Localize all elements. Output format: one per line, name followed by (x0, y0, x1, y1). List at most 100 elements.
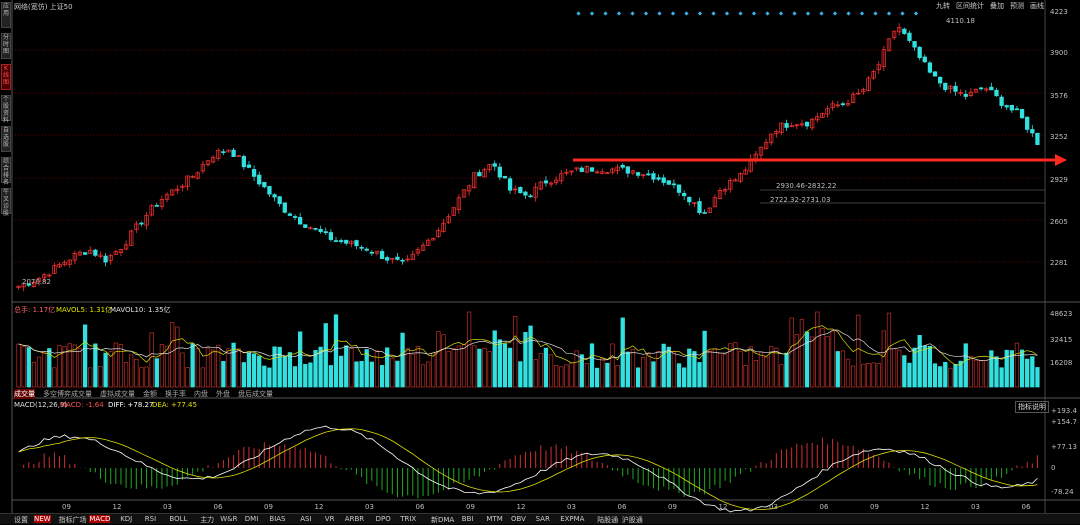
candle-body (385, 257, 390, 261)
bottom-item-11[interactable]: ASI (300, 515, 312, 523)
volume-tab-0[interactable]: 成交量 (14, 389, 35, 399)
bottom-item-9[interactable]: DMI (244, 515, 259, 523)
volume-tab-4[interactable]: 换手率 (165, 390, 186, 398)
volume-tab-2[interactable]: 虚拟成交量 (100, 390, 135, 398)
candle-body (472, 172, 477, 189)
candle-body (717, 189, 723, 200)
volume-bar (57, 345, 62, 388)
volume-bar (646, 353, 651, 388)
bottom-item-6[interactable]: BOLL (169, 515, 188, 523)
volume-bar (231, 342, 236, 388)
candle-body (303, 224, 308, 228)
candle-body (164, 194, 170, 200)
volume-tab-1[interactable]: 多空博弈成交量 (43, 390, 92, 398)
volume-bar (533, 359, 538, 388)
bottom-item-5[interactable]: RSI (144, 515, 157, 523)
volume-bar (88, 367, 93, 388)
candle-body (702, 212, 707, 214)
volume-bar (400, 332, 405, 388)
candle-body (866, 77, 871, 91)
signal-diamond (792, 11, 797, 16)
volume-bar (308, 362, 313, 388)
bottom-item-7[interactable]: 主力 (200, 516, 215, 524)
candle-body (891, 30, 897, 39)
bottom-item-18[interactable]: MTM (486, 515, 503, 523)
volume-bar (712, 348, 718, 388)
candle-body (420, 244, 426, 251)
candle-body (758, 146, 764, 156)
candle-body (774, 130, 779, 134)
rail-button-1[interactable]: 分时图 (1, 33, 11, 59)
candle-body (31, 282, 37, 287)
rail-button-4[interactable]: 自选股 (1, 126, 11, 152)
candle-body (466, 185, 472, 192)
volume-bar (277, 346, 282, 388)
bottom-item-20[interactable]: SAR (535, 515, 550, 523)
time-axis-label: 03 (769, 503, 778, 511)
bottom-item-23[interactable]: 沪股通 (621, 516, 643, 524)
candle-body (513, 188, 518, 191)
volume-bar (528, 325, 533, 388)
macd-axis-label: -78.24 (1051, 488, 1074, 496)
bottom-item-21[interactable]: EXPMA (560, 515, 585, 523)
candle-body (661, 177, 666, 183)
volume-bar (226, 348, 231, 388)
bottom-item-0[interactable]: 设置 (14, 516, 28, 524)
macd-legend-macd: MACD: -1.64 (60, 401, 104, 409)
volume-bar (845, 358, 851, 388)
candle-body (170, 189, 175, 196)
candle-body (610, 168, 615, 173)
volume-tab-5[interactable]: 内盘 (194, 390, 208, 398)
rail-button-3[interactable]: 个股资料 (1, 95, 11, 124)
bottom-item-14[interactable]: DPO (375, 515, 391, 523)
top-tool-1[interactable]: 区间统计 (956, 2, 984, 10)
signal-diamond (670, 11, 676, 16)
volume-bar (630, 349, 636, 388)
volume-bar (487, 351, 492, 388)
volume-bar (615, 365, 620, 388)
volume-bar (251, 353, 257, 388)
bottom-item-12[interactable]: VR (324, 515, 335, 523)
rail-button-5[interactable]: 综合排名 (1, 157, 11, 186)
candle-body (118, 249, 124, 254)
bottom-item-2[interactable]: 指标广场 (58, 516, 87, 524)
bottom-item-16[interactable]: 新DMA (431, 516, 455, 524)
bottom-item-8[interactable]: W&R (220, 515, 238, 523)
volume-tab-6[interactable]: 外盘 (216, 390, 230, 398)
candle-body (47, 274, 52, 277)
bottom-item-19[interactable]: OBV (511, 515, 526, 523)
bottom-item-22[interactable]: 陆股通 (597, 516, 619, 524)
rail-button-6[interactable]: 牛叉诊股 (1, 188, 11, 217)
volume-tab-3[interactable]: 金额 (143, 390, 157, 398)
rail-button-2[interactable]: K线图 (1, 64, 11, 90)
bottom-item-4[interactable]: KDJ (120, 515, 133, 523)
bottom-item-15[interactable]: TRIX (400, 515, 417, 523)
bottom-item-1[interactable]: NEW (34, 515, 51, 523)
candle-body (236, 155, 241, 158)
candle-body (856, 92, 861, 95)
bottom-item-3[interactable]: MACD (89, 515, 111, 523)
bottom-item-10[interactable]: BIAS (269, 515, 286, 523)
rail-button-0[interactable]: 应用 (1, 2, 11, 28)
top-tool-4[interactable]: 画线 (1030, 2, 1044, 10)
candle-body (67, 259, 72, 265)
volume-tab-7[interactable]: 盘后成交量 (238, 390, 273, 398)
left-rail: 应用分时图 K线图个股资料自选股综合排名牛叉诊股 (0, 0, 12, 230)
indicator-explain-button[interactable]: 指标说明 (1015, 401, 1049, 413)
volume-bar (605, 362, 610, 388)
volume-bar (333, 314, 339, 388)
volume-bar (835, 351, 840, 388)
candle-body (538, 181, 543, 190)
volume-bar (36, 356, 42, 388)
volume-bar (518, 361, 523, 388)
bottom-item-17[interactable]: BBI (461, 515, 474, 523)
top-tool-0[interactable]: 九转 (936, 2, 950, 10)
candle-body (789, 125, 794, 128)
volume-bar (338, 355, 344, 388)
candle-body (52, 265, 57, 274)
top-tool-2[interactable]: 叠加 (990, 2, 1004, 10)
chart-title: 网络(宽仿) 上证50 (14, 3, 73, 11)
volume-bar (108, 351, 113, 388)
top-tool-3[interactable]: 预测 (1010, 2, 1024, 10)
bottom-item-13[interactable]: ARBR (344, 515, 365, 523)
